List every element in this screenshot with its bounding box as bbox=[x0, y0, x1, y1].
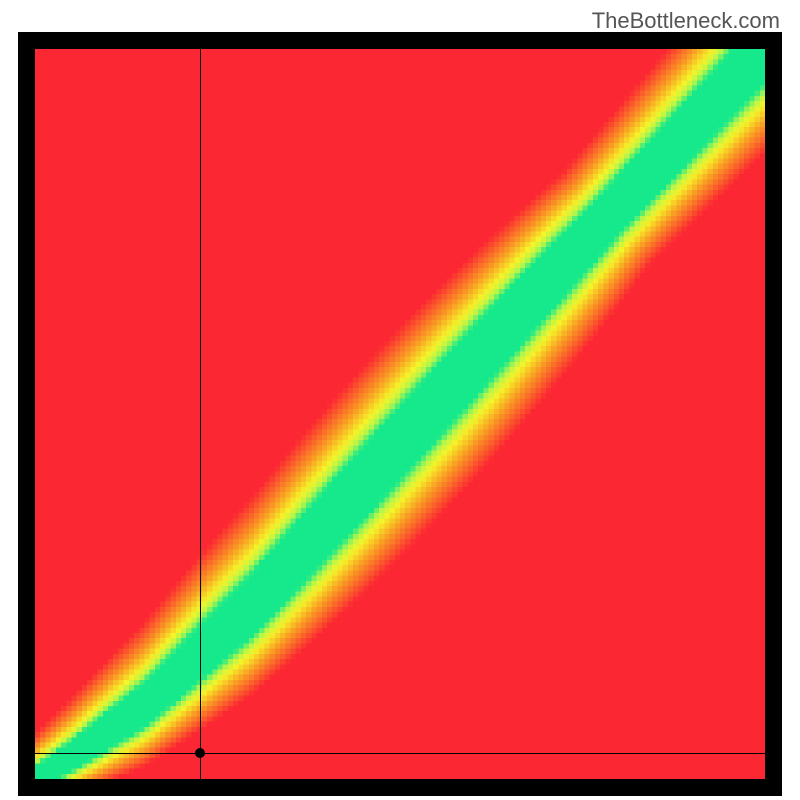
watermark-text: TheBottleneck.com bbox=[592, 8, 780, 34]
heatmap-canvas bbox=[35, 49, 765, 779]
crosshair-vertical bbox=[200, 49, 201, 779]
crosshair-horizontal bbox=[35, 753, 765, 754]
chart-frame bbox=[18, 32, 782, 796]
marker-point bbox=[195, 748, 205, 758]
heatmap-plot-area bbox=[35, 49, 765, 779]
